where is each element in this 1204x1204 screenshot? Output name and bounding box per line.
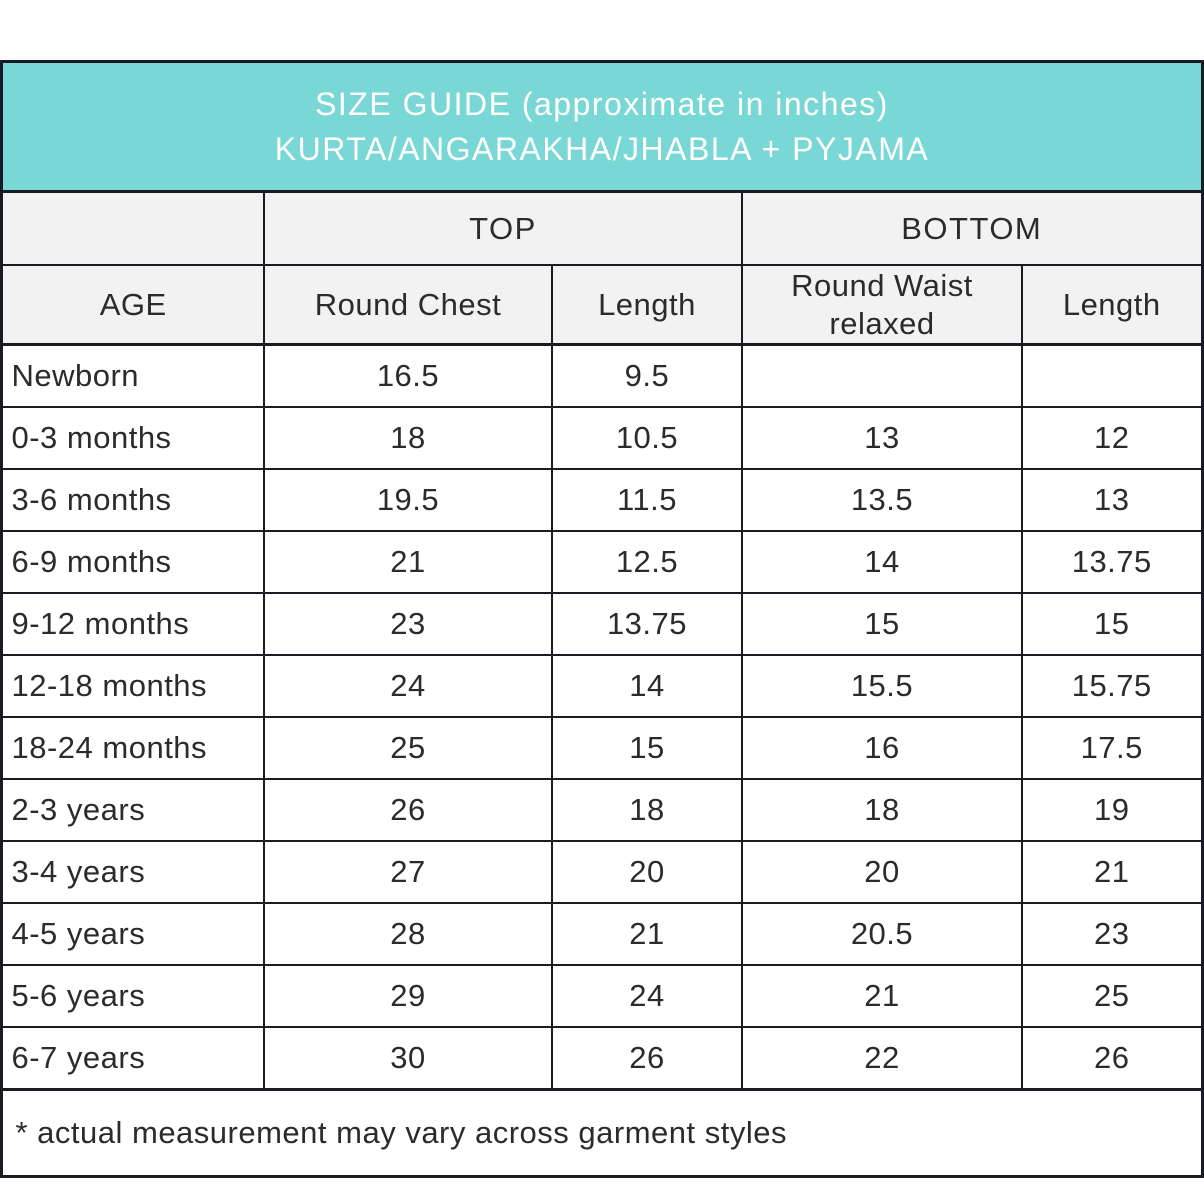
measurement-cell: 19.5 — [262, 468, 553, 532]
measurement-cell: 15 — [550, 716, 743, 780]
measurement-cell: 21 — [262, 530, 553, 594]
banner-title-line2: KURTA/ANGARAKHA/JHABLA + PYJAMA — [274, 130, 930, 167]
age-cell: 9-12 months — [0, 592, 265, 656]
banner-row: SIZE GUIDE (approximate in inches) KURTA… — [0, 60, 1204, 193]
age-cell: 5-6 years — [0, 964, 265, 1028]
measurement-cell — [1020, 343, 1204, 408]
table-row: Newborn 16.5 9.5 — [0, 343, 1204, 408]
table-row: 18-24 months 25 15 16 17.5 — [0, 716, 1204, 780]
column-header-row: AGE Round Chest Length Round Waist relax… — [0, 264, 1204, 346]
size-guide-table: SIZE GUIDE (approximate in inches) KURTA… — [0, 60, 1204, 1178]
table-row: 2-3 years 26 18 18 19 — [0, 778, 1204, 842]
measurement-cell: 18 — [550, 778, 743, 842]
measurement-cell: 13.75 — [550, 592, 743, 656]
measurement-cell: 13.5 — [740, 468, 1023, 532]
table-row: 0-3 months 18 10.5 13 12 — [0, 406, 1204, 470]
measurement-cell: 18 — [740, 778, 1023, 842]
measurement-cell: 23 — [1020, 902, 1204, 966]
group-header-row: TOP BOTTOM — [0, 190, 1204, 266]
measurement-cell: 26 — [262, 778, 553, 842]
table-row: 4-5 years 28 21 20.5 23 — [0, 902, 1204, 966]
age-cell: 6-9 months — [0, 530, 265, 594]
measurement-cell: 18 — [262, 406, 553, 470]
age-cell: 0-3 months — [0, 406, 265, 470]
measurement-cell: 19 — [1020, 778, 1204, 842]
measurement-cell: 15.5 — [740, 654, 1023, 718]
table-row: 5-6 years 29 24 21 25 — [0, 964, 1204, 1028]
measurement-cell: 28 — [262, 902, 553, 966]
measurement-cell: 25 — [1020, 964, 1204, 1028]
measurement-cell: 24 — [550, 964, 743, 1028]
age-cell: 18-24 months — [0, 716, 265, 780]
column-header-round-chest: Round Chest — [262, 264, 553, 346]
measurement-cell: 14 — [550, 654, 743, 718]
measurement-cell: 13 — [740, 406, 1023, 470]
measurement-cell: 25 — [262, 716, 553, 780]
column-header-round-waist: Round Waist relaxed — [740, 264, 1023, 346]
measurement-cell: 22 — [740, 1026, 1023, 1091]
column-header-age: AGE — [0, 264, 265, 346]
age-cell: 4-5 years — [0, 902, 265, 966]
measurement-cell: 12 — [1020, 406, 1204, 470]
measurement-cell — [740, 343, 1023, 408]
measurement-cell: 20.5 — [740, 902, 1023, 966]
measurement-cell: 12.5 — [550, 530, 743, 594]
measurement-cell: 29 — [262, 964, 553, 1028]
group-header-top: TOP — [262, 190, 743, 266]
measurement-cell: 30 — [262, 1026, 553, 1091]
measurement-cell: 10.5 — [550, 406, 743, 470]
banner-title-line1: SIZE GUIDE (approximate in inches) — [315, 85, 889, 122]
measurement-cell: 15.75 — [1020, 654, 1204, 718]
table-row: 12-18 months 24 14 15.5 15.75 — [0, 654, 1204, 718]
table-body: Newborn 16.5 9.5 0-3 months 18 10.5 13 12 3-6 mo… — [0, 343, 1204, 1091]
footnote-row: * actual measurement may vary across gar… — [0, 1088, 1204, 1178]
measurement-cell: 26 — [1020, 1026, 1204, 1091]
measurement-cell: 21 — [550, 902, 743, 966]
measurement-cell: 13 — [1020, 468, 1204, 532]
table-row: 6-9 months 21 12.5 14 13.75 — [0, 530, 1204, 594]
column-header-top-length: Length — [550, 264, 743, 346]
age-cell: 6-7 years — [0, 1026, 265, 1091]
age-cell: Newborn — [0, 343, 265, 408]
measurement-cell: 21 — [740, 964, 1023, 1028]
measurement-cell: 20 — [740, 840, 1023, 904]
measurement-cell: 11.5 — [550, 468, 743, 532]
measurement-cell: 21 — [1020, 840, 1204, 904]
column-header-bottom-length: Length — [1020, 264, 1204, 346]
measurement-cell: 20 — [550, 840, 743, 904]
measurement-cell: 13.75 — [1020, 530, 1204, 594]
measurement-cell: 24 — [262, 654, 553, 718]
table-row: 9-12 months 23 13.75 15 15 — [0, 592, 1204, 656]
measurement-cell: 23 — [262, 592, 553, 656]
age-cell: 3-6 months — [0, 468, 265, 532]
age-cell: 2-3 years — [0, 778, 265, 842]
age-cell: 12-18 months — [0, 654, 265, 718]
measurement-cell: 15 — [740, 592, 1023, 656]
table-row: 6-7 years 30 26 22 26 — [0, 1026, 1204, 1091]
size-guide-banner: SIZE GUIDE (approximate in inches) KURTA… — [0, 60, 1204, 193]
measurement-cell: 26 — [550, 1026, 743, 1091]
group-header-bottom: BOTTOM — [740, 190, 1204, 266]
table-row: 3-6 months 19.5 11.5 13.5 13 — [0, 468, 1204, 532]
measurement-cell: 15 — [1020, 592, 1204, 656]
measurement-cell: 14 — [740, 530, 1023, 594]
measurement-cell: 9.5 — [550, 343, 743, 408]
age-cell: 3-4 years — [0, 840, 265, 904]
measurement-cell: 17.5 — [1020, 716, 1204, 780]
measurement-cell: 27 — [262, 840, 553, 904]
footnote-text: * actual measurement may vary across gar… — [0, 1088, 1204, 1178]
measurement-cell: 16.5 — [262, 343, 553, 408]
measurement-cell: 16 — [740, 716, 1023, 780]
size-guide-container: SIZE GUIDE (approximate in inches) KURTA… — [0, 60, 1204, 1178]
group-spacer-cell — [0, 190, 265, 266]
table-row: 3-4 years 27 20 20 21 — [0, 840, 1204, 904]
